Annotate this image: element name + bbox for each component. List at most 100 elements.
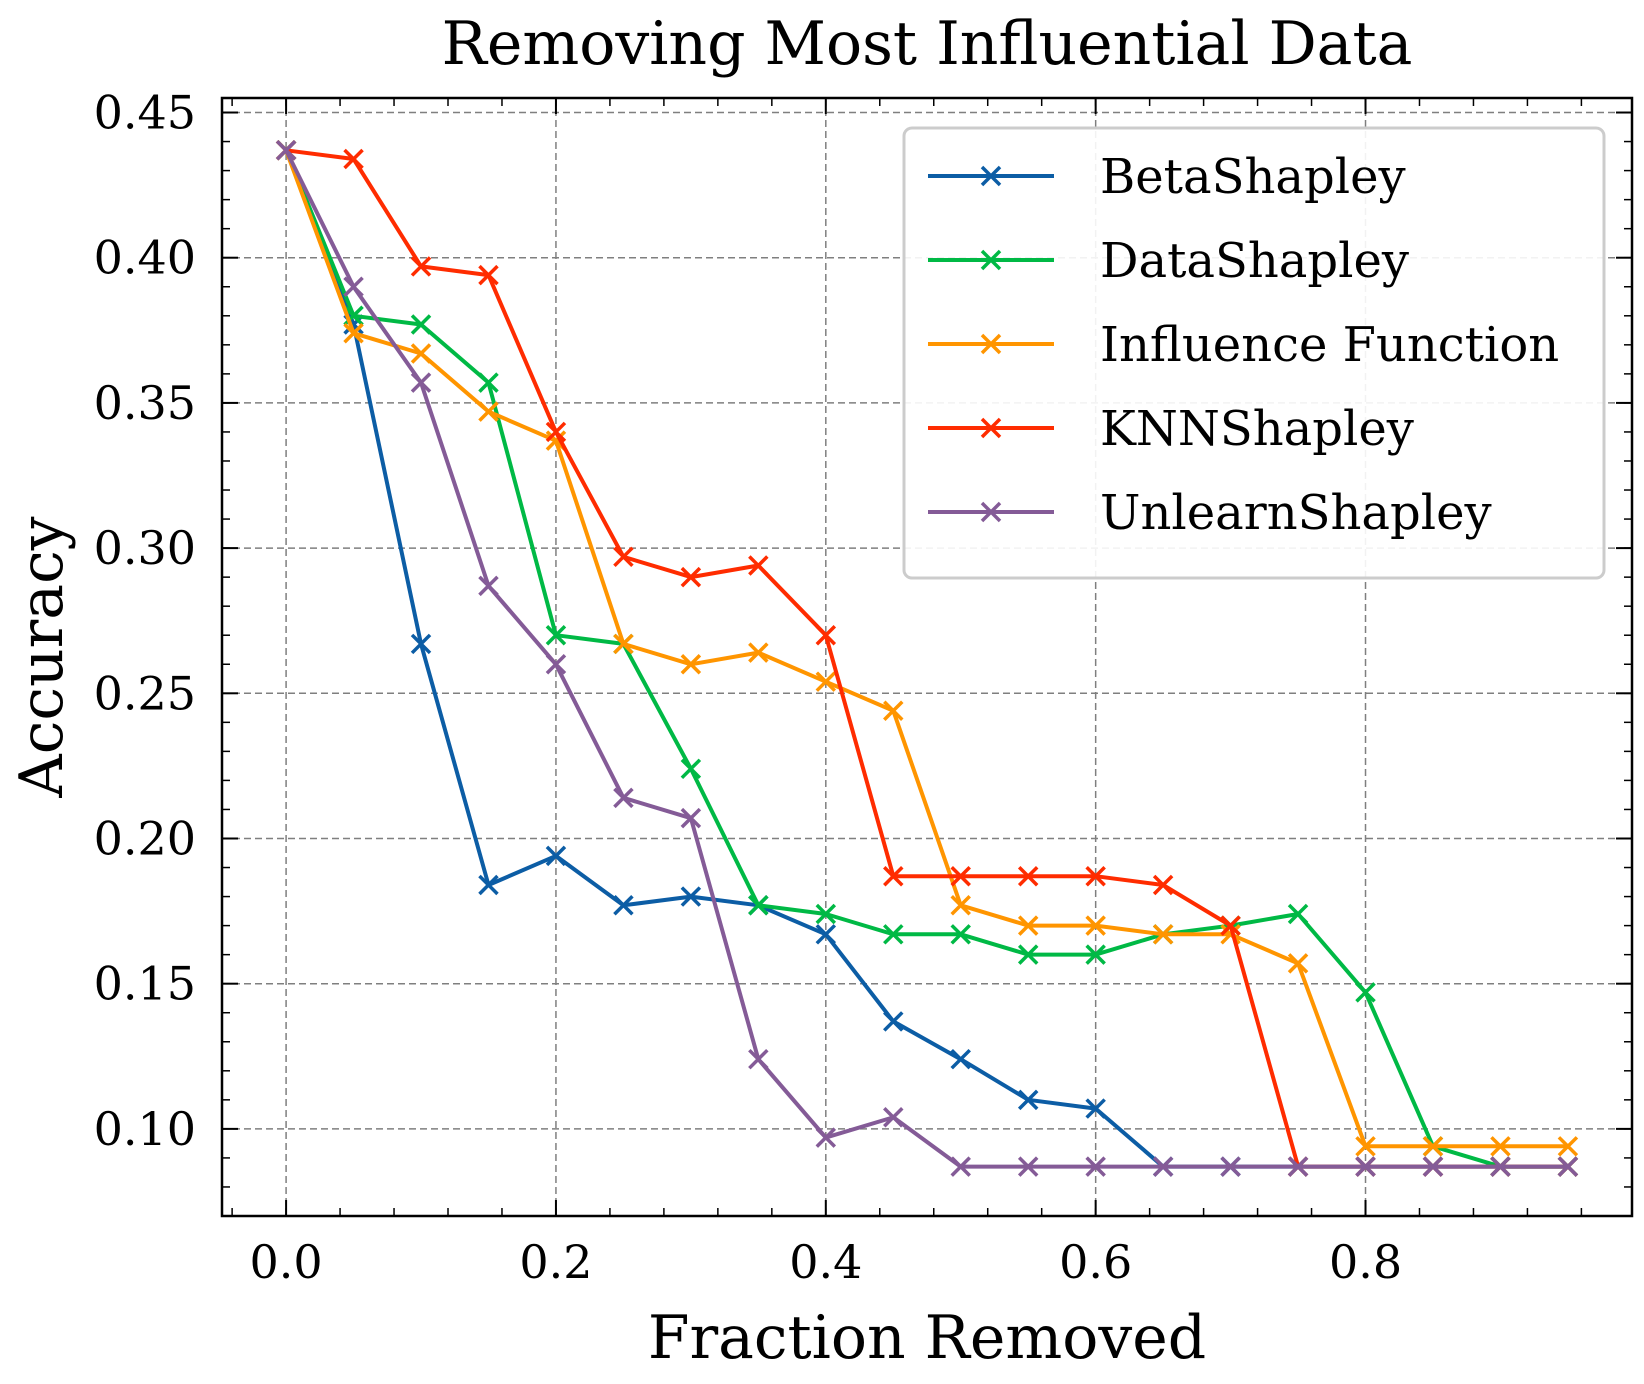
x-tick-label: 0.4 bbox=[789, 1235, 862, 1289]
data-point bbox=[613, 546, 634, 568]
data-point bbox=[478, 264, 499, 286]
data-point bbox=[1490, 1156, 1511, 1177]
data-point bbox=[1152, 874, 1174, 896]
data-point bbox=[1287, 903, 1309, 925]
data-point bbox=[1152, 924, 1174, 945]
series-influence-function bbox=[275, 140, 1579, 1157]
data-point bbox=[883, 866, 904, 887]
data-point bbox=[1152, 1156, 1174, 1177]
y-tick-label: 0.30 bbox=[94, 521, 196, 575]
data-point bbox=[478, 401, 499, 422]
data-point bbox=[680, 886, 702, 907]
legend-label: DataShapley bbox=[1100, 233, 1409, 289]
legend-swatch-marker bbox=[980, 333, 1002, 355]
data-point bbox=[950, 895, 971, 916]
data-point bbox=[410, 256, 432, 277]
legend-entry: DataShapley bbox=[928, 233, 1409, 289]
data-point bbox=[883, 1107, 904, 1128]
legend-box bbox=[902, 126, 1606, 580]
data-point bbox=[748, 642, 769, 663]
data-point bbox=[1355, 982, 1376, 1003]
x-tick-label: 0.0 bbox=[250, 1235, 323, 1289]
data-point bbox=[1287, 953, 1309, 974]
data-point bbox=[950, 924, 971, 945]
data-point bbox=[545, 845, 567, 867]
data-point bbox=[748, 1048, 769, 1070]
series-line bbox=[284, 149, 1568, 1169]
data-point bbox=[1085, 944, 1106, 965]
data-point bbox=[883, 700, 904, 721]
data-point bbox=[545, 421, 567, 443]
legend: BetaShapley DataShapley Influence Function… bbox=[902, 126, 1606, 580]
data-point bbox=[1355, 1136, 1376, 1157]
data-point bbox=[1422, 1156, 1444, 1177]
data-point bbox=[815, 903, 837, 925]
data-point bbox=[1220, 1156, 1241, 1177]
data-point bbox=[1017, 915, 1039, 936]
plot-frame bbox=[220, 96, 1634, 1218]
data-point bbox=[815, 624, 837, 646]
data-point bbox=[680, 566, 702, 588]
legend-swatch-marker bbox=[980, 417, 1002, 439]
data-point bbox=[545, 654, 567, 675]
data-point bbox=[1017, 1089, 1039, 1111]
series-layer bbox=[275, 140, 1579, 1177]
legend-entry: BetaShapley bbox=[928, 149, 1406, 205]
data-point bbox=[1085, 866, 1106, 887]
data-point bbox=[1287, 1156, 1309, 1177]
data-point bbox=[275, 140, 297, 161]
data-point bbox=[613, 787, 634, 809]
legend-swatch-marker bbox=[980, 249, 1002, 271]
data-point bbox=[1017, 866, 1039, 887]
data-point bbox=[478, 874, 499, 896]
data-point bbox=[950, 866, 971, 887]
data-point bbox=[478, 372, 499, 393]
legend-label: KNNShapley bbox=[1100, 401, 1414, 457]
data-point bbox=[343, 276, 364, 297]
legend-entry: KNNShapley bbox=[928, 401, 1414, 457]
y-tick-label: 0.35 bbox=[94, 376, 196, 430]
data-point bbox=[680, 758, 702, 780]
data-point bbox=[1557, 1156, 1579, 1177]
data-point bbox=[680, 654, 702, 675]
data-point bbox=[1422, 1136, 1444, 1157]
data-point bbox=[613, 895, 634, 916]
data-point bbox=[545, 624, 567, 646]
data-point bbox=[613, 633, 634, 655]
data-point bbox=[815, 671, 837, 692]
tick-layer: 0.0 0.2 0.4 0.6 0.8 0.10 0.15 0.20 0.25 0.30 0.35 0… bbox=[94, 86, 1632, 1289]
data-point bbox=[1220, 915, 1241, 936]
y-tick-label: 0.20 bbox=[94, 811, 196, 865]
y-tick-label: 0.25 bbox=[94, 666, 196, 720]
legend-entry: Influence Function bbox=[928, 317, 1559, 373]
legend-label: UnlearnShapley bbox=[1100, 485, 1492, 541]
data-point bbox=[815, 924, 837, 945]
data-point bbox=[410, 314, 432, 335]
data-point bbox=[1085, 1098, 1106, 1119]
chart-title: Removing Most Influential Data bbox=[442, 9, 1413, 79]
y-tick-label: 0.10 bbox=[94, 1102, 196, 1156]
x-tick-label: 0.2 bbox=[519, 1235, 592, 1289]
series-line bbox=[284, 149, 1568, 1169]
legend-label: Influence Function bbox=[1100, 317, 1559, 373]
legend-swatch-marker bbox=[980, 501, 1002, 523]
y-axis-label: Accuracy bbox=[7, 516, 77, 798]
data-point bbox=[1017, 944, 1039, 965]
data-point bbox=[748, 895, 769, 916]
y-tick-label: 0.15 bbox=[94, 957, 196, 1011]
y-tick-label: 0.40 bbox=[94, 231, 196, 285]
x-tick-label: 0.8 bbox=[1329, 1235, 1402, 1289]
data-point bbox=[1017, 1156, 1039, 1177]
data-point bbox=[343, 322, 364, 344]
x-tick-label: 0.6 bbox=[1059, 1235, 1132, 1289]
legend-label: BetaShapley bbox=[1100, 149, 1406, 205]
data-point bbox=[410, 343, 432, 364]
data-point bbox=[748, 555, 769, 576]
legend-entry: UnlearnShapley bbox=[928, 485, 1492, 541]
x-axis-label: Fraction Removed bbox=[648, 1303, 1206, 1373]
data-point bbox=[883, 924, 904, 945]
data-point bbox=[950, 1048, 971, 1070]
data-point bbox=[1085, 1156, 1106, 1177]
